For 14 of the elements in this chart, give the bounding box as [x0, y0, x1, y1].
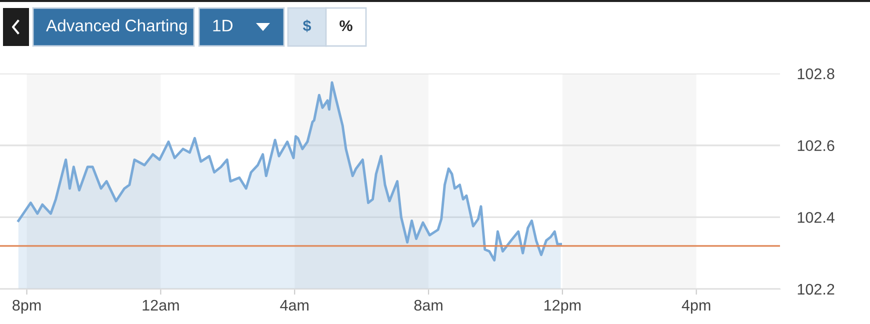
- text: $: [302, 20, 312, 32]
- x-tick-label: 8am: [414, 300, 442, 311]
- text: Advanced Charting: [46, 19, 187, 35]
- y-tick-label: 102.2: [798, 284, 834, 295]
- text: 1D: [213, 20, 233, 32]
- y-tick-label: 102.6: [798, 140, 834, 152]
- y-tick-label: 102.8: [798, 68, 834, 80]
- text: %: [340, 20, 352, 32]
- x-tick-label: 8pm: [12, 300, 41, 314]
- x-tick-label: 4pm: [682, 300, 710, 314]
- y-tick-label: 102.4: [798, 212, 834, 223]
- x-tick-label: 4am: [280, 300, 308, 311]
- x-tick-label: 12am: [142, 300, 179, 311]
- x-tick-label: 12pm: [544, 300, 581, 314]
